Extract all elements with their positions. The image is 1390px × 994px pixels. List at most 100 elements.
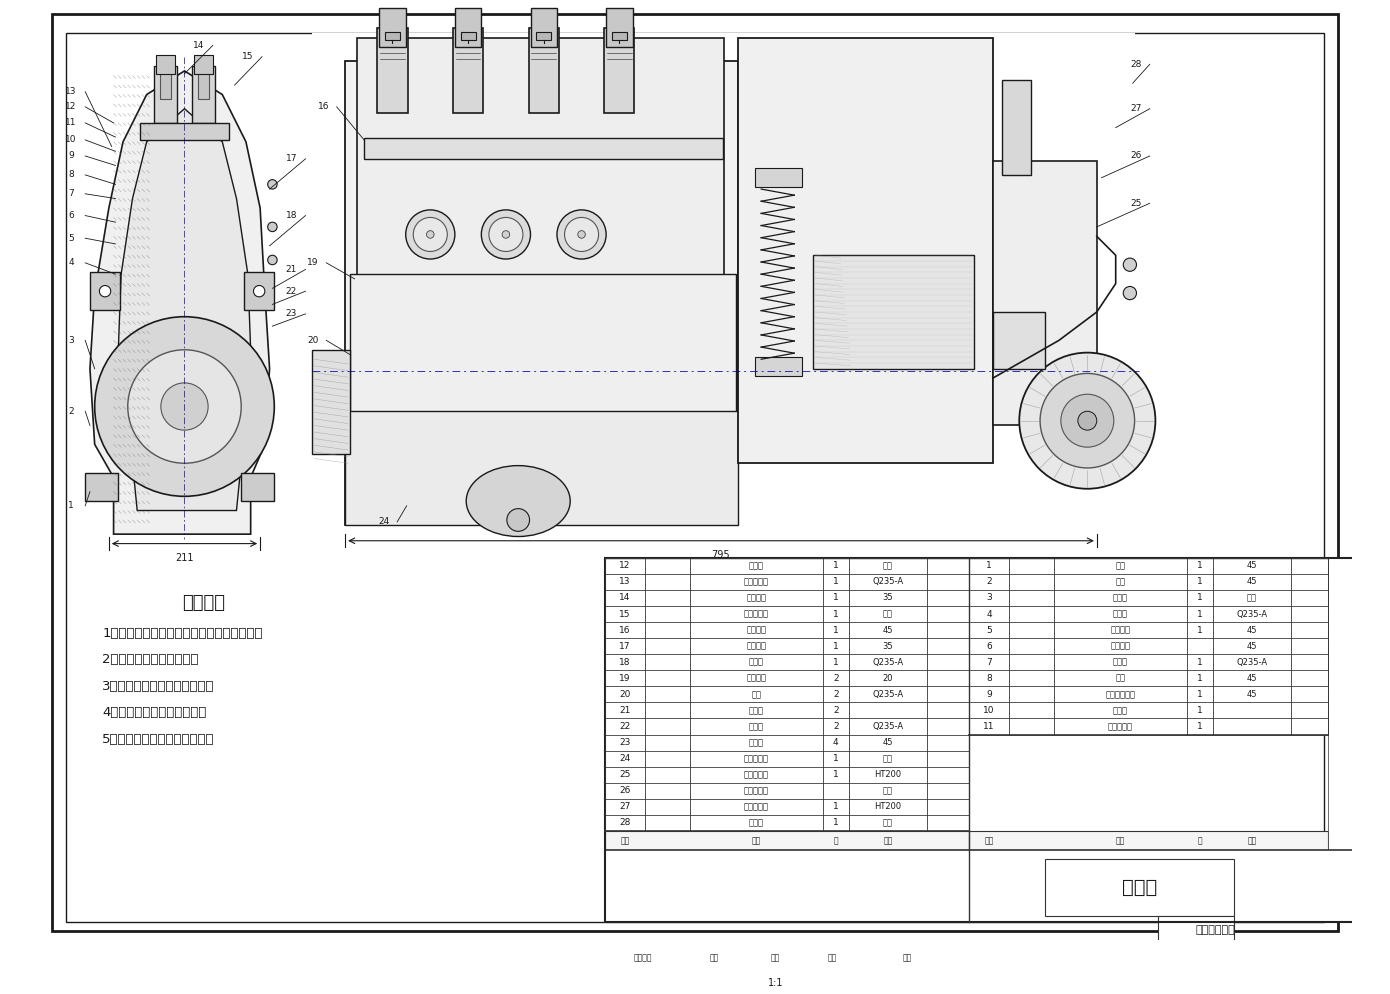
Text: 45: 45: [1247, 625, 1257, 634]
Bar: [160, 71, 171, 99]
Text: 22: 22: [286, 286, 297, 295]
Text: 3、运动部件连接部分涂黄油。: 3、运动部件连接部分涂黄油。: [103, 680, 214, 693]
Text: 活塞山: 活塞山: [749, 658, 764, 667]
Bar: [738, 38, 992, 463]
Text: 1: 1: [1197, 609, 1202, 618]
Bar: [969, 703, 1329, 719]
Bar: [605, 703, 969, 719]
Text: 齿轮在面盖: 齿轮在面盖: [1108, 722, 1133, 731]
Text: 1: 1: [1197, 658, 1202, 667]
Text: 25: 25: [1131, 199, 1143, 208]
Bar: [1376, 558, 1390, 850]
Text: 45: 45: [1247, 562, 1257, 571]
Text: 密封圈座: 密封圈座: [746, 642, 766, 651]
Bar: [140, 123, 229, 140]
Text: 1: 1: [833, 658, 838, 667]
Bar: [460, 32, 475, 40]
Ellipse shape: [489, 454, 546, 492]
Text: 山座盖: 山座盖: [1113, 593, 1127, 602]
Bar: [154, 67, 177, 123]
Text: 1: 1: [1197, 706, 1202, 715]
Text: 1: 1: [1197, 562, 1202, 571]
Text: 1: 1: [1197, 593, 1202, 602]
Text: 16: 16: [318, 102, 329, 111]
Text: 2: 2: [833, 706, 838, 715]
Circle shape: [268, 255, 277, 264]
Text: 27: 27: [1131, 104, 1143, 113]
Text: 活塞弹: 活塞弹: [749, 706, 764, 715]
Text: 密封圈: 密封圈: [1113, 609, 1127, 618]
Bar: [969, 622, 1329, 638]
Text: 驱动轮山: 驱动轮山: [1111, 642, 1130, 651]
Bar: [453, 29, 484, 113]
Text: 数: 数: [1198, 836, 1202, 845]
Bar: [605, 558, 969, 574]
Text: HT200: HT200: [874, 770, 902, 779]
Text: 密封圈: 密封圈: [749, 818, 764, 827]
Bar: [1329, 558, 1352, 850]
Text: 密封圈: 密封圈: [749, 562, 764, 571]
Text: 24: 24: [378, 517, 389, 527]
Text: 聂材: 聂材: [883, 562, 892, 571]
Circle shape: [1123, 286, 1137, 299]
Text: 密封圈: 密封圈: [749, 739, 764, 747]
Text: 1: 1: [1197, 674, 1202, 683]
Bar: [605, 719, 969, 735]
Text: 12: 12: [620, 562, 631, 571]
Circle shape: [406, 210, 455, 259]
Text: 45: 45: [1247, 578, 1257, 586]
Text: 4、装配好后进行试车测试。: 4、装配好后进行试车测试。: [103, 707, 207, 720]
Text: 8: 8: [68, 170, 74, 179]
Bar: [605, 589, 969, 606]
Text: 45: 45: [883, 625, 894, 634]
Text: 14: 14: [193, 41, 204, 50]
Text: 密封圈座盖: 密封圈座盖: [744, 578, 769, 586]
Text: 技术要求: 技术要求: [182, 594, 225, 612]
Text: 2、注意配合尺寸的调整。: 2、注意配合尺寸的调整。: [103, 653, 199, 666]
Circle shape: [564, 218, 599, 251]
Bar: [345, 412, 738, 525]
Bar: [605, 29, 634, 113]
Text: Q235-A: Q235-A: [873, 690, 904, 699]
Text: 2: 2: [833, 690, 838, 699]
Bar: [197, 71, 208, 99]
Bar: [969, 670, 1329, 686]
Text: 1: 1: [833, 802, 838, 811]
Bar: [195, 55, 213, 74]
Text: 1: 1: [833, 562, 838, 571]
Bar: [605, 622, 969, 638]
Text: 2: 2: [833, 722, 838, 731]
Text: 211: 211: [175, 553, 193, 563]
Text: 10: 10: [65, 135, 76, 144]
Text: 45: 45: [883, 739, 894, 747]
Polygon shape: [118, 108, 250, 511]
Text: 序号: 序号: [984, 836, 994, 845]
Circle shape: [427, 231, 434, 239]
Bar: [90, 272, 120, 310]
Text: 20: 20: [883, 674, 894, 683]
Text: 钣材: 钣材: [1115, 562, 1126, 571]
Bar: [1158, 916, 1234, 944]
Bar: [192, 67, 214, 123]
Bar: [605, 766, 969, 783]
Text: 供油泵下体: 供油泵下体: [744, 770, 769, 779]
Text: 7: 7: [986, 658, 992, 667]
Text: HT200: HT200: [874, 802, 902, 811]
Ellipse shape: [466, 465, 570, 537]
Text: 14: 14: [620, 593, 631, 602]
Text: 1: 1: [1197, 690, 1202, 699]
Text: 聂材: 聂材: [883, 754, 892, 763]
Circle shape: [1061, 395, 1113, 447]
Bar: [969, 589, 1329, 606]
Text: 驱动轮山: 驱动轮山: [1111, 625, 1130, 634]
Text: 5、试车运行合格后进行涂漆。: 5、试车运行合格后进行涂漆。: [103, 733, 214, 746]
Text: 21: 21: [285, 265, 297, 274]
Text: 简单山形单: 简单山形单: [744, 754, 769, 763]
Text: 7: 7: [68, 189, 74, 199]
Text: 20: 20: [620, 690, 631, 699]
Text: 进气山形: 进气山形: [746, 625, 766, 634]
Circle shape: [1123, 258, 1137, 271]
Bar: [313, 33, 1134, 539]
Text: 6: 6: [68, 211, 74, 220]
Bar: [605, 850, 1390, 921]
